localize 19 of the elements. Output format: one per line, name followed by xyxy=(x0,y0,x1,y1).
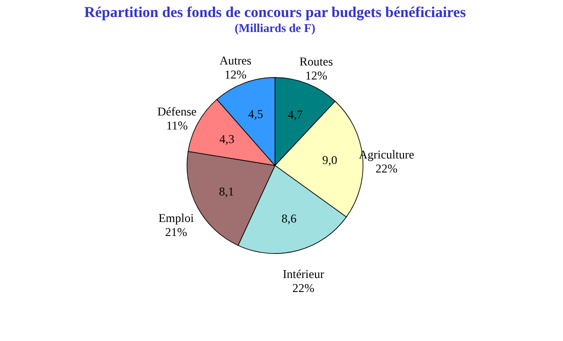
data-label: 4,7 xyxy=(288,107,303,122)
chart-title: Répartition des fonds de concours par budgets bénéficiaires xyxy=(84,5,466,21)
text: 22% xyxy=(375,162,398,176)
data-label: 8,1 xyxy=(218,184,234,198)
text: 12% xyxy=(224,68,246,82)
text: 22% xyxy=(292,280,314,295)
text: 12% xyxy=(305,68,328,82)
text: 21% xyxy=(165,225,188,240)
slice-label: Défense xyxy=(157,104,197,118)
data-label: 4,5 xyxy=(248,107,264,122)
slice-label: Intérieur xyxy=(282,266,324,281)
data-label: 8,6 xyxy=(281,212,296,226)
data-label: 4,3 xyxy=(219,132,234,146)
chart-subtitle: (Milliards de F) xyxy=(234,21,316,35)
text: 11% xyxy=(166,118,188,132)
data-label: 9,0 xyxy=(322,153,338,168)
slice-label: Autres xyxy=(219,54,252,68)
slice-label: Emploi xyxy=(158,211,194,226)
slice-label: Routes xyxy=(300,54,334,68)
